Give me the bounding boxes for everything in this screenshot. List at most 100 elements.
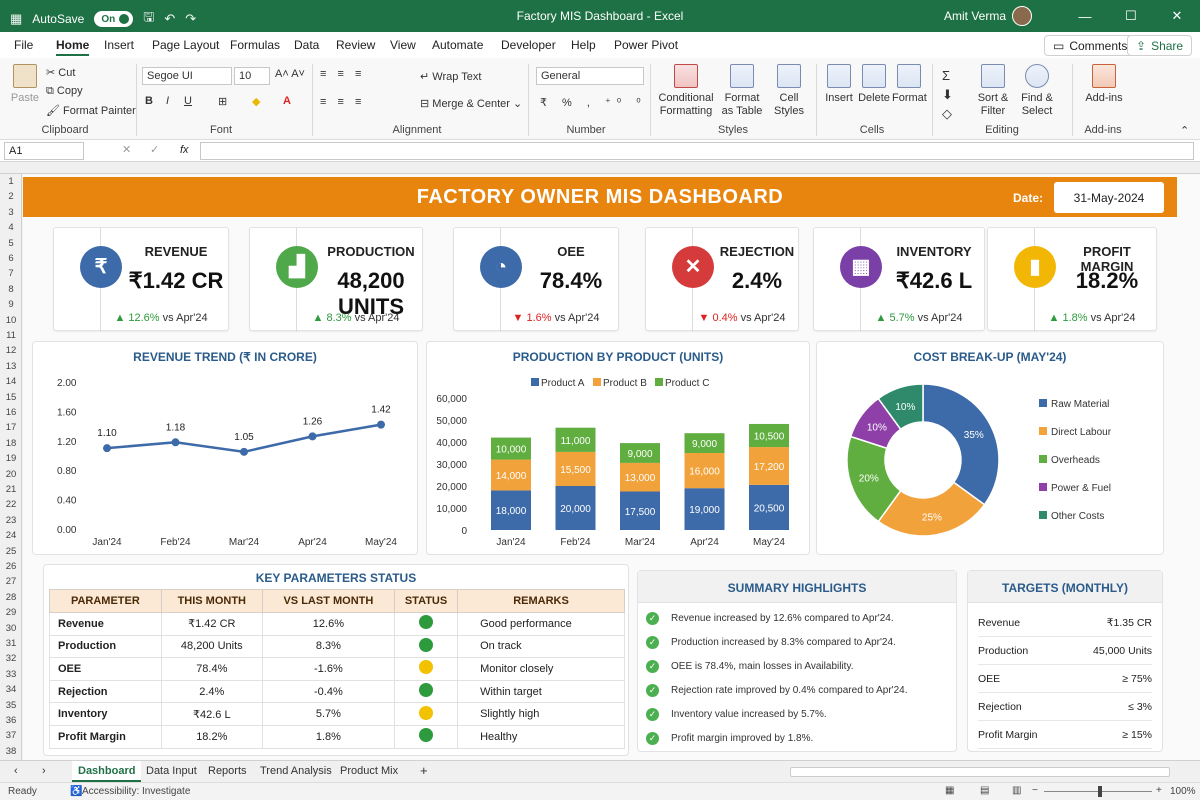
kpi-card-production[interactable]: ▟ PRODUCTION 48,200 UNITS ▲ 8.3% vs Apr'24: [249, 227, 423, 332]
font-grow-icon[interactable]: A˄ A˅: [275, 68, 305, 80]
enter-icon[interactable]: ✓: [150, 144, 160, 156]
add-ins-button[interactable]: Add-ins: [1084, 64, 1124, 105]
page-break-icon[interactable]: ▥: [1012, 785, 1022, 796]
page-layout-icon[interactable]: ▤: [980, 785, 990, 796]
format-cells-button[interactable]: Format: [892, 64, 927, 105]
menu-tab-developer[interactable]: Developer: [501, 38, 556, 52]
name-box[interactable]: A1: [4, 142, 84, 160]
insert-cells-button[interactable]: Insert: [822, 64, 856, 105]
minimize-icon[interactable]: —: [1078, 8, 1092, 24]
row-header[interactable]: 27: [5, 576, 17, 588]
close-window-icon[interactable]: ✕: [1171, 8, 1183, 23]
undo-icon[interactable]: ↶: [164, 11, 176, 26]
row-header[interactable]: 16: [5, 407, 17, 418]
menu-tab-file[interactable]: File: [14, 38, 34, 52]
row-header[interactable]: 26: [5, 561, 17, 572]
autosum-icons[interactable]: Σ ⬇ ◇: [942, 68, 953, 121]
row-header[interactable]: 28: [5, 591, 17, 603]
table-row[interactable]: Production 48,200 Units 8.3% On track: [49, 634, 625, 659]
row-header[interactable]: 24: [5, 530, 17, 542]
zoom-in-icon[interactable]: +: [1156, 785, 1162, 796]
row-header[interactable]: 6: [8, 253, 14, 264]
underline-button[interactable]: U: [184, 95, 192, 107]
zoom-slider-thumb[interactable]: [1098, 786, 1102, 797]
row-headers[interactable]: 1 2 3 4 5 6 7 8 9 10 11 12 13 14 15 16 17 18 19 20 21 22 23 24 2…: [0, 174, 22, 760]
scroll-left-icon[interactable]: ‹: [14, 765, 18, 777]
date-value[interactable]: 31-May-2024: [1054, 182, 1164, 213]
table-row[interactable]: OEE 78.4% -1.6% Monitor closely: [49, 657, 625, 681]
comments-button[interactable]: ▭ Comments: [1044, 35, 1137, 56]
row-header[interactable]: 17: [5, 422, 17, 434]
table-header[interactable]: VS LAST MONTH: [261, 589, 395, 613]
formula-input[interactable]: [200, 142, 1194, 160]
row-header[interactable]: 37: [5, 730, 17, 742]
number-format-icons[interactable]: ₹ % , ⁺⁰ ⁰: [540, 97, 647, 109]
sheet-tab-data-input[interactable]: Data Input: [146, 765, 197, 777]
sort-filter-button[interactable]: Sort & Filter: [976, 64, 1010, 118]
row-header[interactable]: 33: [5, 668, 17, 680]
save-icon[interactable]: 🖫: [143, 9, 155, 24]
row-header[interactable]: 9: [8, 299, 14, 311]
maximize-icon[interactable]: ☐: [1125, 8, 1137, 23]
row-header[interactable]: 14: [5, 376, 17, 388]
row-header[interactable]: 8: [8, 283, 14, 295]
accessibility-status[interactable]: Accessibility: Investigate: [82, 786, 191, 797]
cut-button[interactable]: ✂ Cut: [46, 67, 76, 79]
row-header[interactable]: 22: [5, 499, 17, 511]
table-header[interactable]: STATUS: [393, 589, 459, 613]
fill-color-icon[interactable]: ◆: [252, 96, 261, 108]
number-format-select[interactable]: General: [536, 67, 644, 85]
row-header[interactable]: 2: [8, 191, 14, 203]
row-header[interactable]: 29: [5, 607, 17, 619]
row-header[interactable]: 30: [5, 622, 17, 634]
row-header[interactable]: 21: [5, 484, 17, 495]
row-header[interactable]: 31: [5, 638, 17, 649]
menu-tab-page-layout[interactable]: Page Layout: [152, 38, 220, 52]
add-sheet-icon[interactable]: +: [420, 763, 428, 778]
production-by-product-chart[interactable]: PRODUCTION BY PRODUCT (UNITS) 0 10,000 20,…: [426, 341, 810, 555]
sheet-tab-trend-analysis[interactable]: Trend Analysis: [260, 765, 332, 777]
row-header[interactable]: 3: [8, 206, 14, 218]
menu-tab-view[interactable]: View: [390, 38, 416, 52]
share-button[interactable]: ⇪ Share: [1127, 35, 1193, 56]
delete-cells-button[interactable]: Delete: [856, 64, 892, 105]
row-header[interactable]: 1: [8, 176, 14, 187]
row-header[interactable]: 7: [8, 268, 14, 280]
font-name-select[interactable]: Segoe UI: [142, 67, 232, 85]
row-header[interactable]: 18: [5, 437, 17, 449]
menu-tab-data[interactable]: Data: [294, 38, 320, 52]
menu-tab-home[interactable]: Home: [56, 38, 90, 56]
row-header[interactable]: 12: [5, 345, 17, 357]
cancel-icon[interactable]: ✕: [122, 144, 132, 156]
borders-icon[interactable]: ⊞: [218, 96, 228, 108]
horizontal-align-icons[interactable]: ≡ ≡ ≡: [320, 96, 366, 108]
format-as-table-button[interactable]: Format as Table: [718, 64, 766, 118]
kpi-card-revenue[interactable]: ₹ REVENUE ₹1.42 CR ▲ 12.6% vs Apr'24: [53, 227, 229, 332]
row-header[interactable]: 23: [5, 514, 17, 526]
table-row[interactable]: Profit Margin 18.2% 1.8% Healthy: [49, 724, 625, 749]
kpi-card-rejection[interactable]: ✕ REJECTION 2.4% ▼ 0.4% vs Apr'24: [645, 227, 799, 332]
row-header[interactable]: 34: [5, 684, 17, 696]
wrap-text-button[interactable]: ↵ Wrap Text: [420, 71, 482, 83]
redo-icon[interactable]: ↷: [185, 11, 197, 26]
row-header[interactable]: 4: [8, 222, 14, 234]
column-headers[interactable]: [0, 162, 1200, 174]
zoom-out-icon[interactable]: −: [1032, 785, 1038, 796]
table-row[interactable]: Revenue ₹1.42 CR 12.6% Good performance: [49, 612, 625, 636]
menu-tab-power-pivot[interactable]: Power Pivot: [614, 38, 679, 52]
kpi-card-inventory[interactable]: ▦ INVENTORY ₹42.6 L ▲ 5.7% vs Apr'24: [813, 227, 985, 332]
table-row[interactable]: Inventory ₹42.6 L 5.7% Slightly high: [49, 702, 625, 726]
copy-button[interactable]: ⧉ Copy: [46, 85, 83, 97]
revenue-trend-chart[interactable]: REVENUE TREND (₹ IN CRORE) 0.00 0.40 0.80 1…: [32, 341, 418, 555]
merge-center-button[interactable]: ⊟ Merge & Center ⌄: [420, 98, 523, 110]
scroll-right-icon[interactable]: ›: [42, 765, 46, 777]
find-select-button[interactable]: Find & Select: [1016, 64, 1058, 118]
menu-tab-help[interactable]: Help: [571, 38, 596, 52]
row-header[interactable]: 20: [5, 468, 17, 480]
menu-tab-automate[interactable]: Automate: [432, 38, 484, 52]
row-header[interactable]: 13: [5, 360, 17, 372]
collapse-ribbon-icon[interactable]: ⌃: [1180, 125, 1190, 137]
paste-button[interactable]: Paste: [8, 64, 42, 105]
italic-button[interactable]: I: [166, 95, 170, 107]
user-name[interactable]: Amit Verma: [943, 9, 1006, 23]
